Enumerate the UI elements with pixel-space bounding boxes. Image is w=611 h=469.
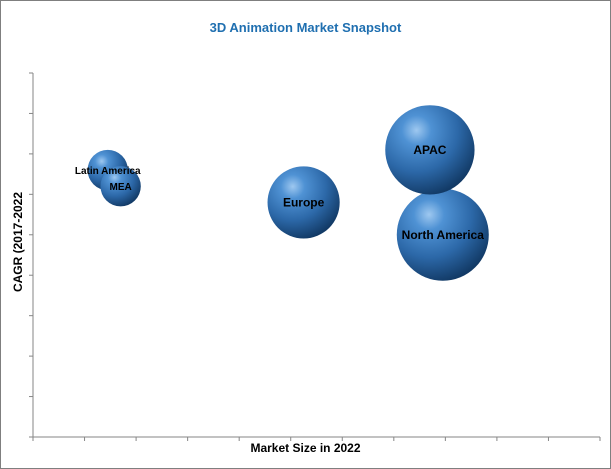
bubble-label-europe: Europe: [283, 195, 325, 209]
bubble-labels: Latin America MEA Europe APAC North America: [75, 143, 484, 242]
chart-title: 3D Animation Market Snapshot: [209, 20, 402, 35]
bubble-europe: [267, 166, 340, 239]
bubble-label-latin-america: Latin America: [75, 166, 141, 177]
bubble-label-north-america: North America: [402, 228, 485, 242]
bubbles: [87, 105, 489, 281]
axes: [29, 72, 601, 441]
bubble-apac: [385, 105, 475, 195]
bubble-mea: [100, 166, 141, 207]
bubble-label-mea: MEA: [110, 182, 132, 193]
x-axis-label: Market Size in 2022: [250, 441, 361, 455]
bubble-label-apac: APAC: [413, 143, 446, 157]
bubble-north-america: [396, 188, 489, 281]
